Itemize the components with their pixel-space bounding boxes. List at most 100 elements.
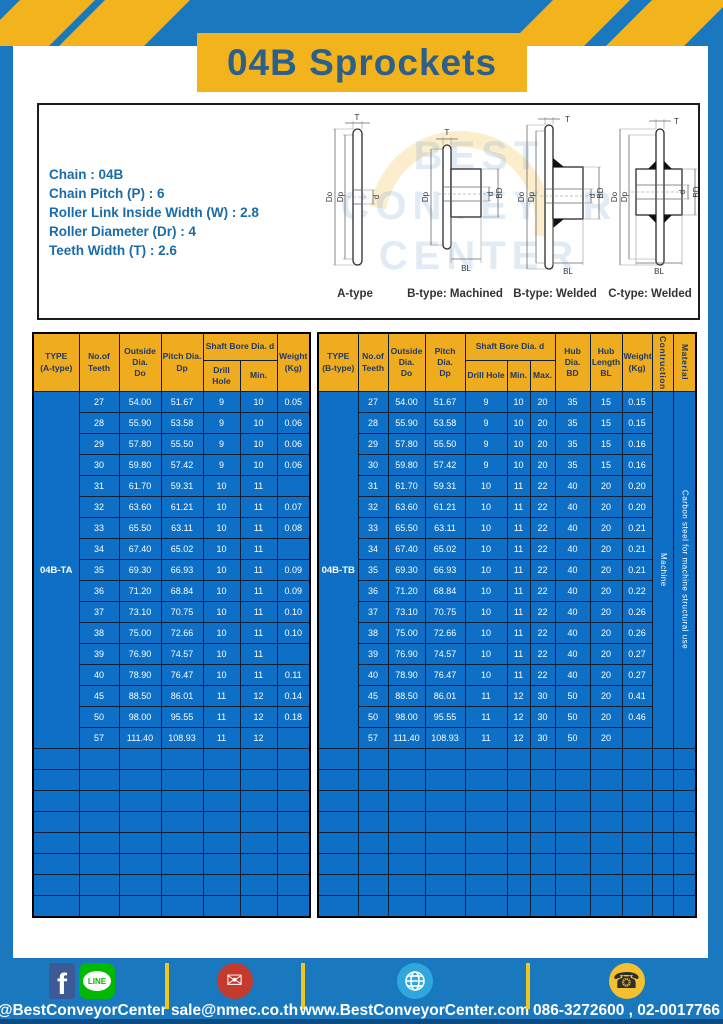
- table-cell: 95.55: [160, 706, 204, 728]
- col-header-weight: Weight (Kg): [276, 332, 311, 392]
- col-header-construction: Contruction: [651, 332, 674, 392]
- table-cell: 10: [464, 517, 508, 539]
- table-cell: [202, 832, 241, 854]
- spec-line: Chain : 04B: [49, 167, 124, 182]
- table-cell: 59.80: [387, 454, 426, 476]
- table-row: 28 55.90 53.58 9 10 0.06: [33, 412, 311, 434]
- phone-numbers-label[interactable]: 086-3272600 , 02-0017766: [532, 1002, 721, 1019]
- table-cell: [78, 811, 120, 833]
- table-cell: [239, 853, 278, 875]
- table-cell: 15: [589, 391, 623, 413]
- table-cell: 67.40: [387, 538, 426, 560]
- table-cell: [506, 895, 531, 918]
- table-cell: 76.90: [118, 643, 162, 665]
- table-cell: 28: [78, 412, 120, 434]
- table-cell: 11: [506, 538, 531, 560]
- table-cell: 55.50: [424, 433, 466, 455]
- table-cell: [387, 895, 426, 918]
- table-cell: 40: [554, 517, 591, 539]
- bottom-dark-strip: [0, 1019, 723, 1024]
- table-cell: 11: [239, 475, 278, 497]
- table-cell: 27: [357, 391, 389, 413]
- table-cell: 10: [506, 391, 531, 413]
- table-cell: 95.55: [424, 706, 466, 728]
- table-cell: 57.80: [118, 433, 162, 455]
- phone-contact[interactable]: ☎ 086-3272600 , 02-0017766: [530, 961, 723, 1020]
- table-cell: 10: [202, 580, 241, 602]
- table-cell: 53.58: [424, 412, 466, 434]
- table-cell: 11: [239, 664, 278, 686]
- table-cell: 51.67: [160, 391, 204, 413]
- table-cell: 74.57: [424, 643, 466, 665]
- table-cell: [672, 748, 697, 770]
- figure-c-type-welded: Do Dp T d: [600, 113, 698, 300]
- table-cell: 15: [589, 433, 623, 455]
- table-cell: 61.21: [160, 496, 204, 518]
- table-row: 38 75.00 72.66 10 11 22 40 20 0.26: [318, 622, 696, 644]
- website-label[interactable]: www.BestConveyorCenter.com: [299, 1002, 530, 1019]
- mail-icon[interactable]: ✉: [216, 963, 253, 999]
- table-cell: [672, 769, 697, 791]
- watermark-line: CENTER: [378, 234, 580, 278]
- table-cell: [672, 832, 697, 854]
- table-cell: 39: [78, 643, 120, 665]
- table-cell: 50: [554, 706, 591, 728]
- table-cell: 9: [464, 391, 508, 413]
- table-cell: 11: [239, 559, 278, 581]
- table-cell: [424, 811, 466, 833]
- table-cell: [202, 895, 241, 918]
- table-cell: [239, 895, 278, 918]
- email-label[interactable]: sale@nmec.co.th: [170, 1002, 299, 1019]
- table-row: 37 73.10 70.75 10 11 22 40 20 0.26: [318, 601, 696, 623]
- table-cell: [357, 895, 389, 918]
- table-cell: 10: [506, 454, 531, 476]
- table-cell: 20: [589, 559, 623, 581]
- table-cell: [317, 790, 359, 812]
- table-cell: [554, 895, 591, 918]
- table-cell: 22: [529, 475, 556, 497]
- table-cell: [672, 853, 697, 875]
- table-cell: 22: [529, 496, 556, 518]
- phone-icon[interactable]: ☎: [608, 963, 645, 999]
- social-handle-label[interactable]: @BestConveyorCenter: [0, 1002, 167, 1019]
- table-row: 30 59.80 57.42 9 10 20 35 15 0.16: [318, 454, 696, 476]
- website-contact[interactable]: www.BestConveyorCenter.com: [300, 961, 529, 1020]
- table-cell: 10: [464, 664, 508, 686]
- table-cell: [202, 790, 241, 812]
- dim-label: d: [372, 195, 381, 199]
- table-cell: 30: [529, 685, 556, 707]
- social-contact[interactable]: f LINE @BestConveyorCenter: [0, 961, 167, 1020]
- table-cell: 0.15: [621, 391, 653, 413]
- table-cell: [464, 853, 508, 875]
- table-cell: [554, 853, 591, 875]
- content-panel: 04B Sprockets BEST CONVEYOR CENTER Chain…: [13, 33, 708, 958]
- globe-icon[interactable]: [396, 963, 433, 999]
- table-cell: 88.50: [387, 685, 426, 707]
- col-header-type: TYPE (A-type): [32, 332, 80, 392]
- dim-label: T: [565, 115, 570, 124]
- table-cell: [276, 727, 311, 749]
- table-cell: 20: [589, 727, 623, 749]
- table-cell: 22: [529, 538, 556, 560]
- table-cell: 35: [78, 559, 120, 581]
- table-cell: 66.93: [424, 559, 466, 581]
- col-header-weight: Weight (Kg): [621, 332, 653, 392]
- table-cell: 78.90: [387, 664, 426, 686]
- table-cell: [589, 811, 623, 833]
- table-cell: 71.20: [387, 580, 426, 602]
- email-contact[interactable]: ✉ sale@nmec.co.th: [170, 961, 299, 1020]
- table-cell: 12: [239, 685, 278, 707]
- table-cell: 61.70: [387, 475, 426, 497]
- col-header-min: Min.: [506, 360, 531, 392]
- facebook-icon[interactable]: f: [49, 963, 75, 999]
- table-cell: 37: [78, 601, 120, 623]
- table-cell: [506, 748, 531, 770]
- table-cell: 12: [506, 706, 531, 728]
- table-cell: 15: [589, 454, 623, 476]
- table-cell: 20: [589, 517, 623, 539]
- line-icon[interactable]: LINE: [79, 963, 115, 999]
- dim-label: Dp: [421, 191, 430, 202]
- table-cell: [554, 769, 591, 791]
- table-cell: 20: [589, 475, 623, 497]
- empty-row: [32, 790, 311, 812]
